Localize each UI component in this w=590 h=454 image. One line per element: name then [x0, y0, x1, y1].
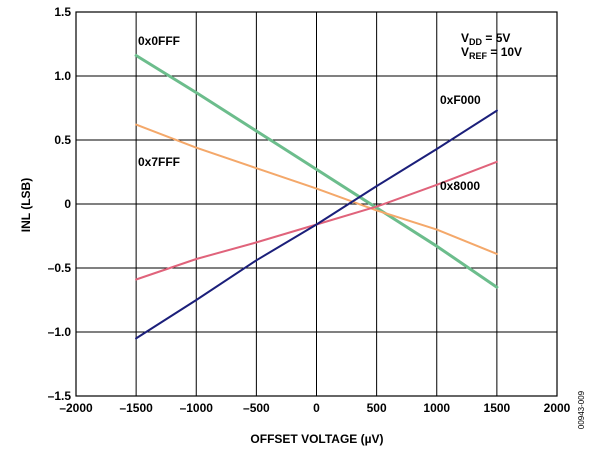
- series-label-0x8000: 0x8000: [440, 179, 480, 193]
- y-tick-label-1: 1.0: [54, 69, 71, 83]
- x-tick-label-1: –1500: [119, 401, 153, 415]
- x-tick-label-3: –500: [243, 401, 270, 415]
- conditions-annotation: VDD = 5V VREF = 10V: [461, 31, 522, 61]
- x-tick-label-8: 2000: [544, 401, 571, 415]
- series-label-0xF000: 0xF000: [440, 93, 481, 107]
- x-axis-title: OFFSET VOLTAGE (µV): [250, 432, 383, 446]
- series-label-0x0FFF: 0x0FFF: [138, 34, 180, 48]
- plot-frame: [75, 11, 558, 397]
- x-tick-label-2: –1000: [180, 401, 214, 415]
- y-tick-label-3: 0: [64, 197, 71, 211]
- y-tick-label-6: –1.5: [48, 389, 72, 403]
- y-tick-labels: 1.5 1.0 0.5 0 –0.5 –1.0 –1.5: [48, 5, 72, 403]
- y-tick-label-2: 0.5: [54, 133, 71, 147]
- x-tick-label-7: 1500: [484, 401, 511, 415]
- y-tick-label-0: 1.5: [54, 5, 71, 19]
- figure-code: 00943-009: [577, 390, 586, 429]
- vdd-condition: VDD = 5V: [461, 31, 510, 47]
- y-axis-title: INL (LSB): [19, 178, 33, 232]
- series-line-0x0FFF: [134, 54, 499, 289]
- grid: [75, 11, 558, 397]
- y-tick-label-4: –0.5: [48, 261, 72, 275]
- y-tick-label-5: –1.0: [48, 325, 72, 339]
- vref-condition: VREF = 10V: [461, 45, 522, 61]
- x-tick-label-4: 0: [313, 401, 320, 415]
- series-lines: [134, 54, 499, 340]
- x-tick-label-5: 500: [367, 401, 387, 415]
- series-line-0x7FFF: [135, 123, 498, 255]
- series-label-0x7FFF: 0x7FFF: [138, 155, 180, 169]
- x-tick-label-6: 1000: [423, 401, 450, 415]
- x-tick-label-0: –2000: [59, 401, 93, 415]
- series-line-0xF000: [135, 109, 498, 340]
- x-tick-labels: –2000 –1500 –1000 –500 0 500 1000 1500 2000: [59, 401, 570, 415]
